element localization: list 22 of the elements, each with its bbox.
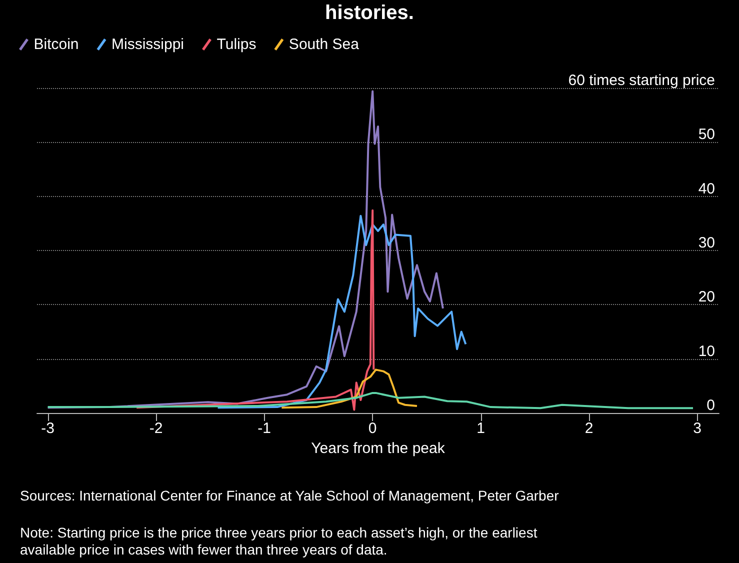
y-tick-label: 10 — [698, 342, 715, 360]
y-tick-label: 0 — [706, 397, 715, 414]
x-tick-label: 3 — [693, 420, 702, 437]
chart-title: histories. — [325, 2, 414, 24]
x-tick-label: 2 — [584, 420, 594, 437]
source-note: Sources: International Center for Finance at Yale School of Management, Peter Garber — [20, 488, 560, 504]
x-axis-title: Years from the peak — [311, 440, 446, 457]
x-tick-label: 0 — [368, 420, 377, 437]
x-tick-label: -1 — [258, 420, 272, 437]
y-tick-label: 30 — [698, 234, 715, 252]
text: Note: Starting price is the price three years prior to each asset’s high, or the earliest available price in cases with fewer than three years of data. — [20, 524, 542, 558]
legend-label: South Sea — [288, 36, 360, 53]
legend-label: Mississippi — [111, 36, 184, 53]
x-tick-label: -3 — [41, 420, 54, 437]
legend-label: Tulips — [216, 36, 256, 53]
x-tick-label: -2 — [149, 420, 163, 437]
y-tick-label: 60 times starting price — [568, 72, 715, 89]
y-tick-label: 40 — [698, 180, 715, 198]
legend-label: Bitcoin — [34, 36, 79, 53]
x-tick-label: 1 — [476, 420, 486, 437]
y-tick-label: 20 — [698, 288, 715, 306]
y-tick-label: 50 — [698, 126, 715, 144]
